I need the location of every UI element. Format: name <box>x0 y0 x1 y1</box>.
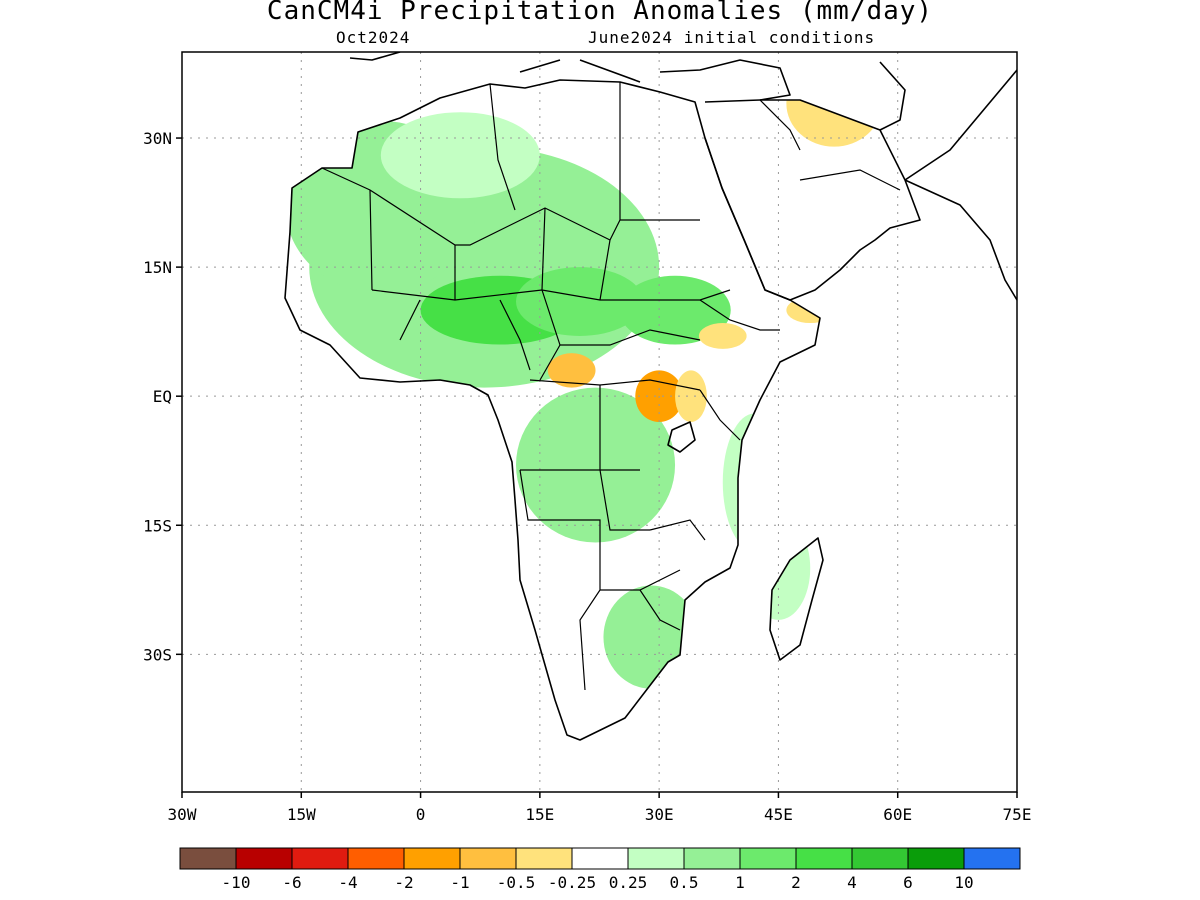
colorbar-label: -6 <box>282 873 301 892</box>
x-tick-label: 30W <box>168 805 197 824</box>
colorbar-swatch <box>683 847 741 870</box>
x-tick-label: 45E <box>764 805 793 824</box>
anomaly-region <box>380 112 540 199</box>
colorbar-swatch <box>571 847 629 870</box>
colorbar-label: 10 <box>954 873 973 892</box>
colorbar-label: 0.25 <box>609 873 648 892</box>
africa-coastline <box>284 79 821 741</box>
colorbar: -10 -6 -4 -2 -1 -0.5 -0.25 0.25 0.5 1 2 4 6 10 <box>179 847 1021 892</box>
colorbar-label: -10 <box>222 873 251 892</box>
colorbar-swatch <box>851 847 909 870</box>
colorbar-swatch <box>235 847 293 870</box>
colorbar-swatch <box>515 847 573 870</box>
colorbar-swatch <box>179 847 237 870</box>
lake-victoria <box>667 421 696 453</box>
country-borders <box>321 82 901 691</box>
colorbar-label: -2 <box>394 873 413 892</box>
madagascar-coastline <box>769 537 824 661</box>
y-axis: 30N 15N EQ 15S 30S <box>143 129 182 664</box>
colorbar-swatch <box>291 847 349 870</box>
colorbar-swatch <box>459 847 517 870</box>
map-subtitle-month: Oct2024 <box>336 28 411 47</box>
colorbar-label: -0.5 <box>497 873 536 892</box>
colorbar-label: -4 <box>338 873 357 892</box>
y-tick-label: 30N <box>143 129 172 148</box>
colorbar-label: 2 <box>791 873 801 892</box>
y-tick-label: 15N <box>143 258 172 277</box>
europe-coastline <box>349 52 791 101</box>
colorbar-label: 1 <box>735 873 745 892</box>
colorbar-label: 4 <box>847 873 857 892</box>
plot-border <box>181 51 1018 793</box>
x-tick-label: 60E <box>883 805 912 824</box>
caspian-coastline <box>879 61 906 131</box>
colorbar-swatch <box>795 847 853 870</box>
x-tick-label: 15W <box>287 805 316 824</box>
x-tick-label: 75E <box>1003 805 1032 824</box>
india-coastline <box>904 69 1017 301</box>
colorbar-swatch <box>963 847 1021 870</box>
anomaly-region <box>675 370 707 422</box>
colorbar-swatch <box>907 847 965 870</box>
x-axis: 30W 15W 0 15E 30E 45E 60E 75E <box>168 792 1032 824</box>
y-tick-label: 15S <box>143 516 172 535</box>
anomaly-region <box>516 387 676 543</box>
colorbar-label: 6 <box>903 873 913 892</box>
colorbar-swatch <box>627 847 685 870</box>
anomaly-region <box>619 275 731 345</box>
arabia-coastline <box>704 99 921 301</box>
colorbar-label: -0.25 <box>548 873 596 892</box>
anomaly-region <box>547 353 596 388</box>
x-tick-label: 15E <box>525 805 554 824</box>
y-tick-label: 30S <box>143 645 172 664</box>
colorbar-swatch <box>739 847 797 870</box>
colorbar-swatch <box>403 847 461 870</box>
colorbar-label: -1 <box>450 873 469 892</box>
y-tick-label: EQ <box>153 387 172 406</box>
coastlines <box>284 52 1017 741</box>
map-subtitle-initial-conditions: June2024 initial conditions <box>588 28 876 47</box>
x-tick-label: 0 <box>416 805 426 824</box>
colorbar-swatch <box>347 847 405 870</box>
colorbar-label: 0.5 <box>670 873 699 892</box>
map-title: CanCM4i Precipitation Anomalies (mm/day) <box>266 0 934 26</box>
x-tick-label: 30E <box>645 805 674 824</box>
anomaly-region <box>698 323 747 349</box>
anomaly-region <box>516 267 644 336</box>
